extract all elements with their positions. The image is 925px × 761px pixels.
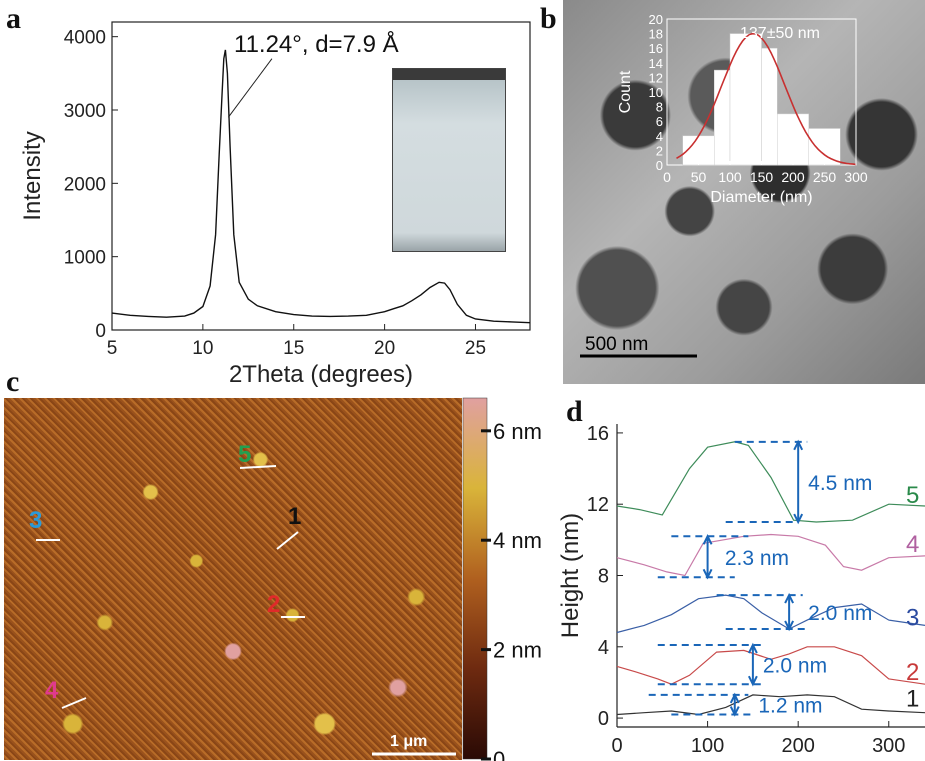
x-axis-label: 2Theta (degrees) (229, 361, 413, 388)
y-tick-label: 16 (587, 423, 609, 445)
peak-annotation: 11.24°, d=7.9 Å (234, 30, 399, 58)
height-annotation: 2.0 nm (763, 655, 827, 678)
annotation-leader (227, 58, 273, 118)
vial-photo (392, 68, 506, 252)
arrow-head (784, 620, 795, 632)
colorbar-tick-label: 2 nm (493, 638, 542, 663)
height-annotation: 2.3 nm (725, 547, 789, 570)
profile-series-line (616, 594, 925, 634)
arrow-head (729, 706, 740, 717)
height-annotation: 1.2 nm (758, 695, 822, 718)
arrow-head (784, 592, 795, 604)
x-tick-label: 15 (283, 338, 304, 359)
arrow-head (729, 692, 740, 704)
arrow-head (747, 642, 758, 654)
panel-label-c: c (6, 365, 20, 398)
x-tick-label: 10 (192, 338, 213, 359)
series-label: 5 (906, 482, 919, 509)
colorbar-tick-label: 6 nm (493, 419, 542, 444)
series-label: 4 (906, 531, 919, 558)
profile-series-line (616, 441, 925, 523)
y-tick-label: 1000 (64, 248, 106, 269)
y-tick-label: 8 (598, 566, 609, 588)
panel-label-d: d (566, 395, 583, 428)
arrow-head (702, 534, 713, 545)
profile-series-line (616, 694, 925, 716)
y-tick-label: 0 (598, 708, 609, 730)
arrow-head (747, 675, 758, 687)
arrow-head (793, 439, 804, 451)
x-axis-label: nm (739, 756, 772, 761)
panel-label-b: b (540, 2, 557, 35)
colorbar-tick-label: 0 (493, 747, 505, 761)
series-label: 1 (906, 686, 919, 713)
x-tick-label: 20 (374, 338, 395, 359)
y-axis-label: Intensity (19, 131, 46, 220)
x-tick-label: 0 (611, 735, 622, 757)
y-tick-label: 4000 (64, 28, 106, 49)
y-tick-label: 0 (95, 321, 106, 342)
x-tick-label: 25 (465, 338, 486, 359)
x-tick-label: 100 (691, 735, 724, 757)
y-tick-label: 3000 (64, 101, 106, 122)
panel-label-a: a (6, 2, 21, 35)
arrow-head (793, 513, 804, 525)
x-tick-label: 5 (107, 338, 118, 359)
height-annotation: 4.5 nm (808, 472, 872, 495)
x-tick-label: 200 (781, 735, 814, 757)
height-annotation: 2.0 nm (808, 602, 872, 625)
y-tick-label: 12 (587, 494, 609, 516)
afm-image (4, 398, 462, 760)
colorbar (462, 397, 488, 760)
profile-series-line (616, 533, 925, 577)
y-tick-label: 4 (598, 637, 609, 659)
profile-series-line (616, 646, 925, 685)
series-label: 3 (906, 604, 919, 631)
tem-image (563, 0, 925, 384)
arrow-head (702, 568, 713, 580)
y-tick-label: 2000 (64, 174, 106, 195)
colorbar-tick-label: 4 nm (493, 528, 542, 553)
series-label: 2 (906, 659, 919, 686)
y-axis-label: Height (nm) (557, 513, 584, 638)
x-tick-label: 300 (872, 735, 905, 757)
